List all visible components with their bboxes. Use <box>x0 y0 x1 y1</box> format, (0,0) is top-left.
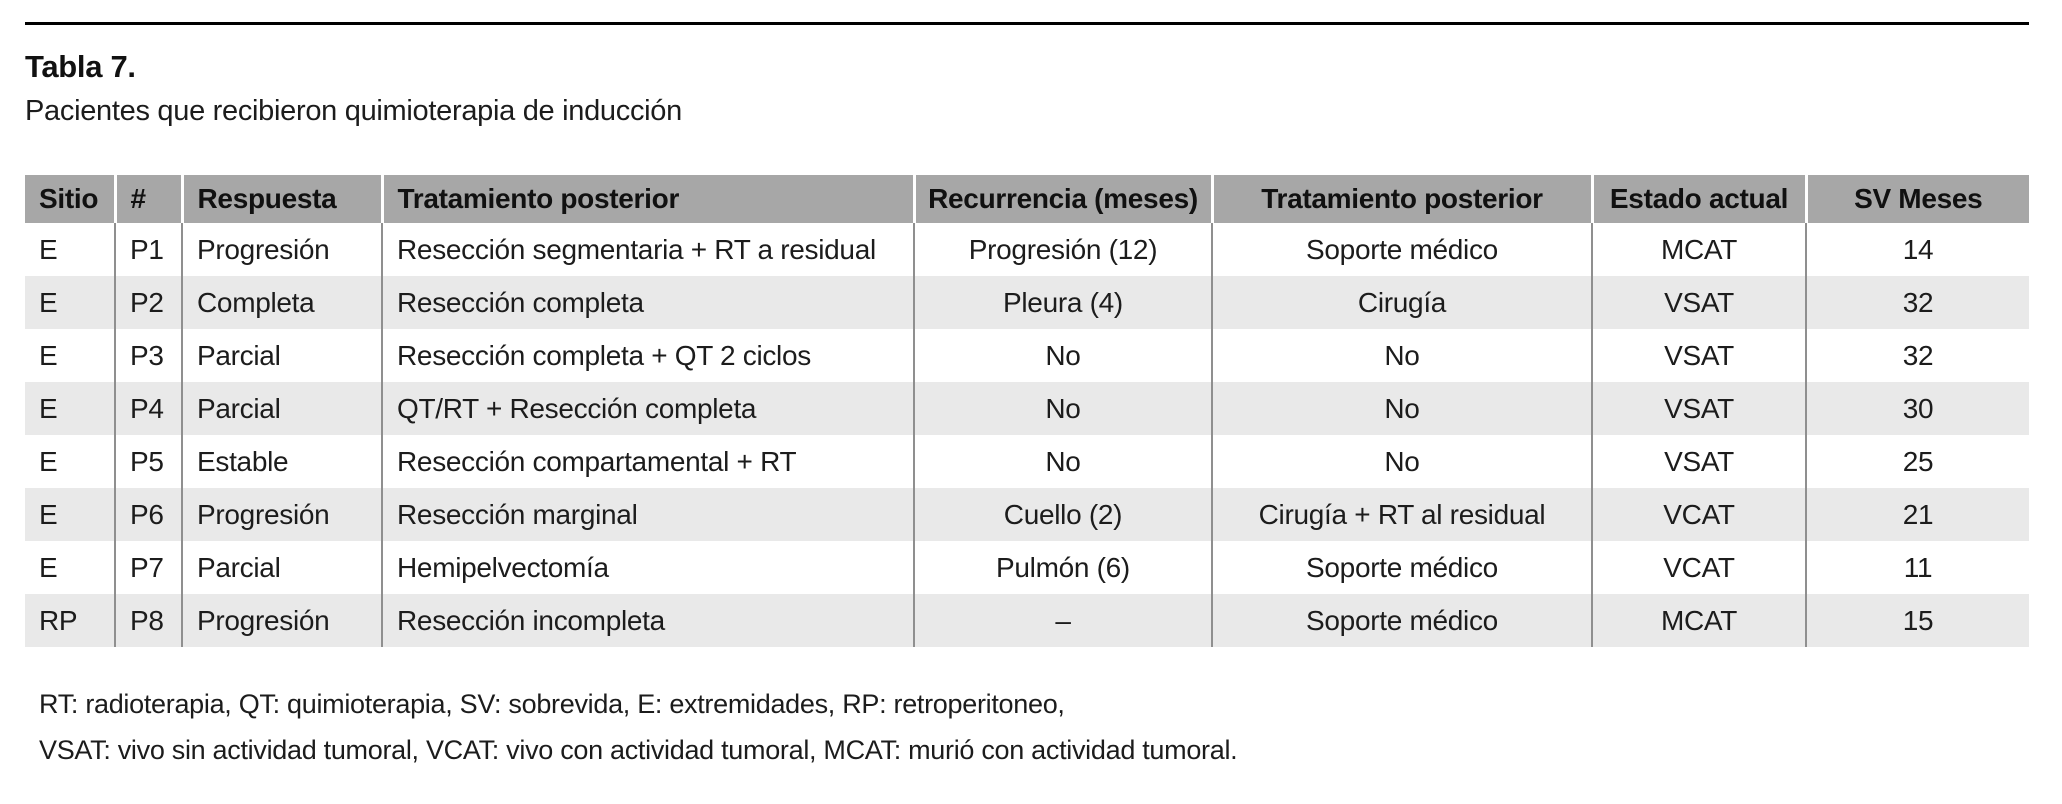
column-header-numero: # <box>115 175 184 223</box>
table-cell: E <box>25 223 116 276</box>
table-cell: Parcial <box>182 329 383 382</box>
table-cell: No <box>1212 382 1593 435</box>
table-cell: Soporte médico <box>1212 594 1593 647</box>
column-header-sitio: Sitio <box>25 175 117 223</box>
content-area: Tabla 7. Pacientes que recibieron quimio… <box>25 22 2037 773</box>
table-cell: Resección segmentaria + RT a residual <box>382 223 915 276</box>
table-cell: VCAT <box>1592 488 1807 541</box>
table-cell: P6 <box>115 488 183 541</box>
top-divider-rule <box>25 22 2029 25</box>
header-row: Sitio # Respuesta Tratamiento posterior … <box>25 175 2029 223</box>
table-cell: Resección completa + QT 2 ciclos <box>382 329 915 382</box>
table-cell: VSAT <box>1592 435 1807 488</box>
table-cell: Progresión (12) <box>914 223 1213 276</box>
column-header-recurrencia: Recurrencia (meses) <box>914 175 1214 223</box>
table-cell: 32 <box>1902 339 1934 371</box>
table-cell: Soporte médico <box>1212 541 1593 594</box>
table-cell: Progresión <box>182 488 383 541</box>
table-cell: Pleura (4) <box>914 276 1213 329</box>
table-cell: Parcial <box>182 541 383 594</box>
table-cell: Cuello (2) <box>914 488 1213 541</box>
table-cell: P2 <box>115 276 183 329</box>
table-cell: No <box>914 382 1213 435</box>
column-header-sv-meses: SV Meses <box>1806 175 2029 223</box>
table-cell: 25 <box>1902 445 1934 477</box>
table-cell: 15 <box>1902 604 1934 636</box>
table-cell: Cirugía <box>1212 276 1593 329</box>
table-row: E P1 Progresión Resección segmentaria + … <box>25 223 2029 276</box>
table-cell: Estable <box>182 435 383 488</box>
column-header-estado-actual: Estado actual <box>1592 175 1808 223</box>
table-cell: Resección marginal <box>382 488 915 541</box>
patients-table: Sitio # Respuesta Tratamiento posterior … <box>25 175 2029 647</box>
table-body: E P1 Progresión Resección segmentaria + … <box>25 223 2029 647</box>
table-cell: No <box>914 435 1213 488</box>
table-row: E P4 Parcial QT/RT + Resección completa … <box>25 382 2029 435</box>
table-cell: P3 <box>115 329 183 382</box>
table-header: Sitio # Respuesta Tratamiento posterior … <box>25 175 2029 223</box>
table-cell: P7 <box>115 541 183 594</box>
column-header-tratamiento-posterior-1: Tratamiento posterior <box>382 175 916 223</box>
table-cell: P4 <box>115 382 183 435</box>
table-cell: Completa <box>182 276 383 329</box>
table-row: RP P8 Progresión Resección incompleta – … <box>25 594 2029 647</box>
footnote-abbreviations-line-2: VSAT: vivo sin actividad tumoral, VCAT: … <box>39 735 1238 765</box>
table-cell: Resección completa <box>382 276 915 329</box>
table-row: E P7 Parcial Hemipelvectomía Pulmón (6) … <box>25 541 2029 594</box>
table-cell: E <box>25 276 116 329</box>
table-row: E P3 Parcial Resección completa + QT 2 c… <box>25 329 2029 382</box>
table-row: E P6 Progresión Resección marginal Cuell… <box>25 488 2029 541</box>
table-cell: E <box>25 541 116 594</box>
table-cell: Cirugía + RT al residual <box>1212 488 1593 541</box>
table-cell: E <box>25 382 116 435</box>
table-cell: Pulmón (6) <box>914 541 1213 594</box>
table-cell: – <box>914 594 1213 647</box>
table-cell: VCAT <box>1592 541 1807 594</box>
table-cell: 30 <box>1902 392 1934 424</box>
table-cell: E <box>25 435 116 488</box>
table-cell: Soporte médico <box>1212 223 1593 276</box>
table-subtitle: Pacientes que recibieron quimioterapia d… <box>25 95 682 127</box>
table-cell: VSAT <box>1592 276 1807 329</box>
table-row: E P5 Estable Resección compartamental + … <box>25 435 2029 488</box>
table-cell: QT/RT + Resección completa <box>382 382 915 435</box>
table-cell: 32 <box>1902 286 1934 318</box>
table-cell: Resección incompleta <box>382 594 915 647</box>
table-cell: No <box>1212 435 1593 488</box>
table-cell: VSAT <box>1592 329 1807 382</box>
table-cell: E <box>25 329 116 382</box>
table-cell: Parcial <box>182 382 383 435</box>
column-header-respuesta: Respuesta <box>182 175 384 223</box>
table-cell: 21 <box>1902 498 1934 530</box>
table-cell: No <box>1212 329 1593 382</box>
table-cell: No <box>914 329 1213 382</box>
table-cell: 11 <box>1903 551 1933 583</box>
table-cell: MCAT <box>1592 223 1807 276</box>
table-row: E P2 Completa Resección completa Pleura … <box>25 276 2029 329</box>
table-cell: Hemipelvectomía <box>382 541 915 594</box>
column-header-tratamiento-posterior-2: Tratamiento posterior <box>1212 175 1594 223</box>
table-cell: Resección compartamental + RT <box>382 435 915 488</box>
table-cell: Progresión <box>182 594 383 647</box>
table-cell: P1 <box>115 223 183 276</box>
table-cell: Progresión <box>182 223 383 276</box>
table-cell: MCAT <box>1592 594 1807 647</box>
footnote-abbreviations-line-1: RT: radioterapia, QT: quimioterapia, SV:… <box>39 689 1065 719</box>
table-cell: RP <box>25 594 116 647</box>
table-cell: P8 <box>115 594 183 647</box>
table-title: Tabla 7. <box>25 49 136 84</box>
table-cell: P5 <box>115 435 183 488</box>
table-cell: E <box>25 488 116 541</box>
table-cell: VSAT <box>1592 382 1807 435</box>
table-footnotes: RT: radioterapia, QT: quimioterapia, SV:… <box>39 681 2037 773</box>
table-cell: 14 <box>1902 233 1934 265</box>
